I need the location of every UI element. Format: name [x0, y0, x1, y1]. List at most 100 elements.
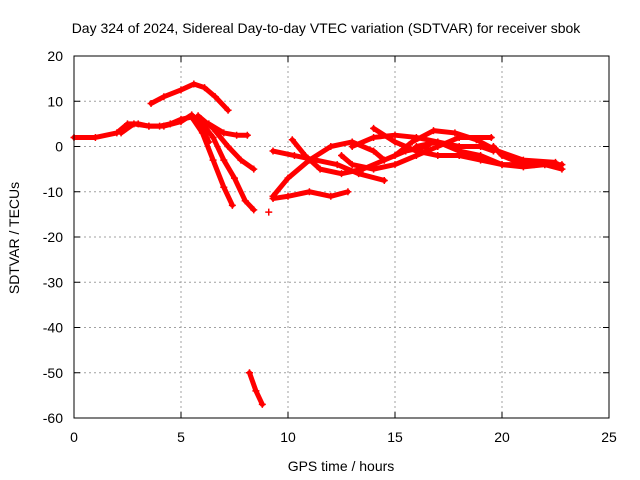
data-point [211, 93, 219, 101]
data-point [391, 152, 399, 160]
data-point [370, 147, 378, 155]
series-trace [270, 189, 351, 202]
data-point [91, 133, 99, 141]
data-point [489, 143, 497, 150]
data-point [130, 120, 138, 128]
data-point [220, 183, 228, 191]
data-point [188, 113, 196, 121]
data-point [541, 161, 549, 169]
series-trace [413, 139, 565, 172]
x-tick-label: 5 [177, 429, 185, 445]
data-point [224, 143, 232, 150]
data-point [344, 188, 352, 196]
series-sat-h [245, 369, 266, 408]
data-point [284, 192, 292, 200]
data-point [477, 152, 485, 160]
data-point [451, 129, 459, 137]
x-tick-labels: 0 5 10 15 20 25 [70, 429, 617, 445]
data-point [269, 147, 277, 155]
data-point [201, 84, 209, 92]
x-tick-label: 25 [601, 429, 617, 445]
data-point [370, 133, 378, 141]
plot-frame [73, 55, 610, 419]
series-sat-d [188, 113, 258, 214]
data-point [265, 208, 273, 216]
series-trace [392, 128, 558, 165]
data-point [209, 133, 217, 141]
data-point [391, 161, 399, 169]
x-tick-label: 0 [70, 429, 78, 445]
data-point [241, 197, 249, 205]
data-point [380, 176, 388, 184]
data-point [243, 131, 251, 139]
data-point [370, 165, 378, 173]
data-point [220, 156, 228, 164]
data-point [209, 156, 217, 164]
y-tick-label: -30 [43, 274, 63, 290]
series-sat-c [147, 80, 232, 114]
data-point [228, 201, 236, 209]
x-tick-label: 20 [494, 429, 510, 445]
data-point [333, 161, 341, 169]
data-point [327, 143, 335, 150]
data-point [160, 122, 168, 130]
data-point [250, 206, 258, 214]
data-point [305, 188, 313, 196]
x-axis-label: GPS time / hours [288, 458, 395, 474]
data-point [147, 100, 155, 108]
data-point [194, 112, 202, 120]
series-sat-a [70, 113, 202, 141]
data-point [237, 156, 245, 164]
y-axis-label: SDTVAR / TECUs [6, 182, 22, 294]
data-point [380, 156, 388, 164]
y-tick-label: -10 [43, 184, 63, 200]
data-point [284, 174, 292, 182]
chart-title: Day 324 of 2024, Sidereal Day-to-day VTE… [72, 20, 582, 36]
data-point [252, 387, 260, 395]
series-trace [270, 148, 387, 183]
data-point [338, 152, 345, 160]
data-point [434, 152, 442, 160]
data-point [552, 158, 559, 166]
data-point [472, 136, 480, 144]
data-point [509, 156, 517, 164]
data-point [487, 133, 495, 141]
data-point [348, 143, 356, 150]
data-point [338, 170, 345, 178]
data-point [316, 165, 324, 173]
data-point [498, 152, 506, 160]
data-point [198, 129, 206, 137]
series-trace [339, 134, 494, 172]
data-point [327, 192, 335, 200]
series-sat-k [269, 147, 388, 184]
data-point [224, 106, 232, 114]
grid-layer [74, 56, 609, 418]
data-point [117, 129, 125, 137]
data-point [177, 86, 185, 94]
data-point [391, 138, 399, 146]
y-tick-labels: 20 10 0 -10 -20 -30 -40 -50 -60 [43, 48, 63, 426]
series-layer [70, 80, 566, 408]
series-sat-g [205, 120, 251, 139]
data-point [290, 152, 298, 160]
data-point [220, 129, 228, 137]
series-sat-r [489, 143, 538, 169]
y-tick-label: -60 [43, 410, 63, 426]
y-tick-label: -50 [43, 365, 63, 381]
data-point [558, 165, 566, 173]
data-point [301, 152, 309, 160]
data-point [430, 127, 438, 135]
data-point [245, 369, 253, 377]
data-point [519, 158, 527, 166]
data-point [370, 124, 378, 132]
y-tick-label: -20 [43, 229, 63, 245]
data-point [160, 93, 168, 101]
x-tick-label: 10 [280, 429, 296, 445]
data-point [455, 147, 463, 155]
data-point [288, 136, 296, 144]
series-sat-i [269, 188, 352, 203]
data-point [412, 143, 420, 150]
data-point [530, 161, 538, 169]
data-point [177, 118, 185, 126]
